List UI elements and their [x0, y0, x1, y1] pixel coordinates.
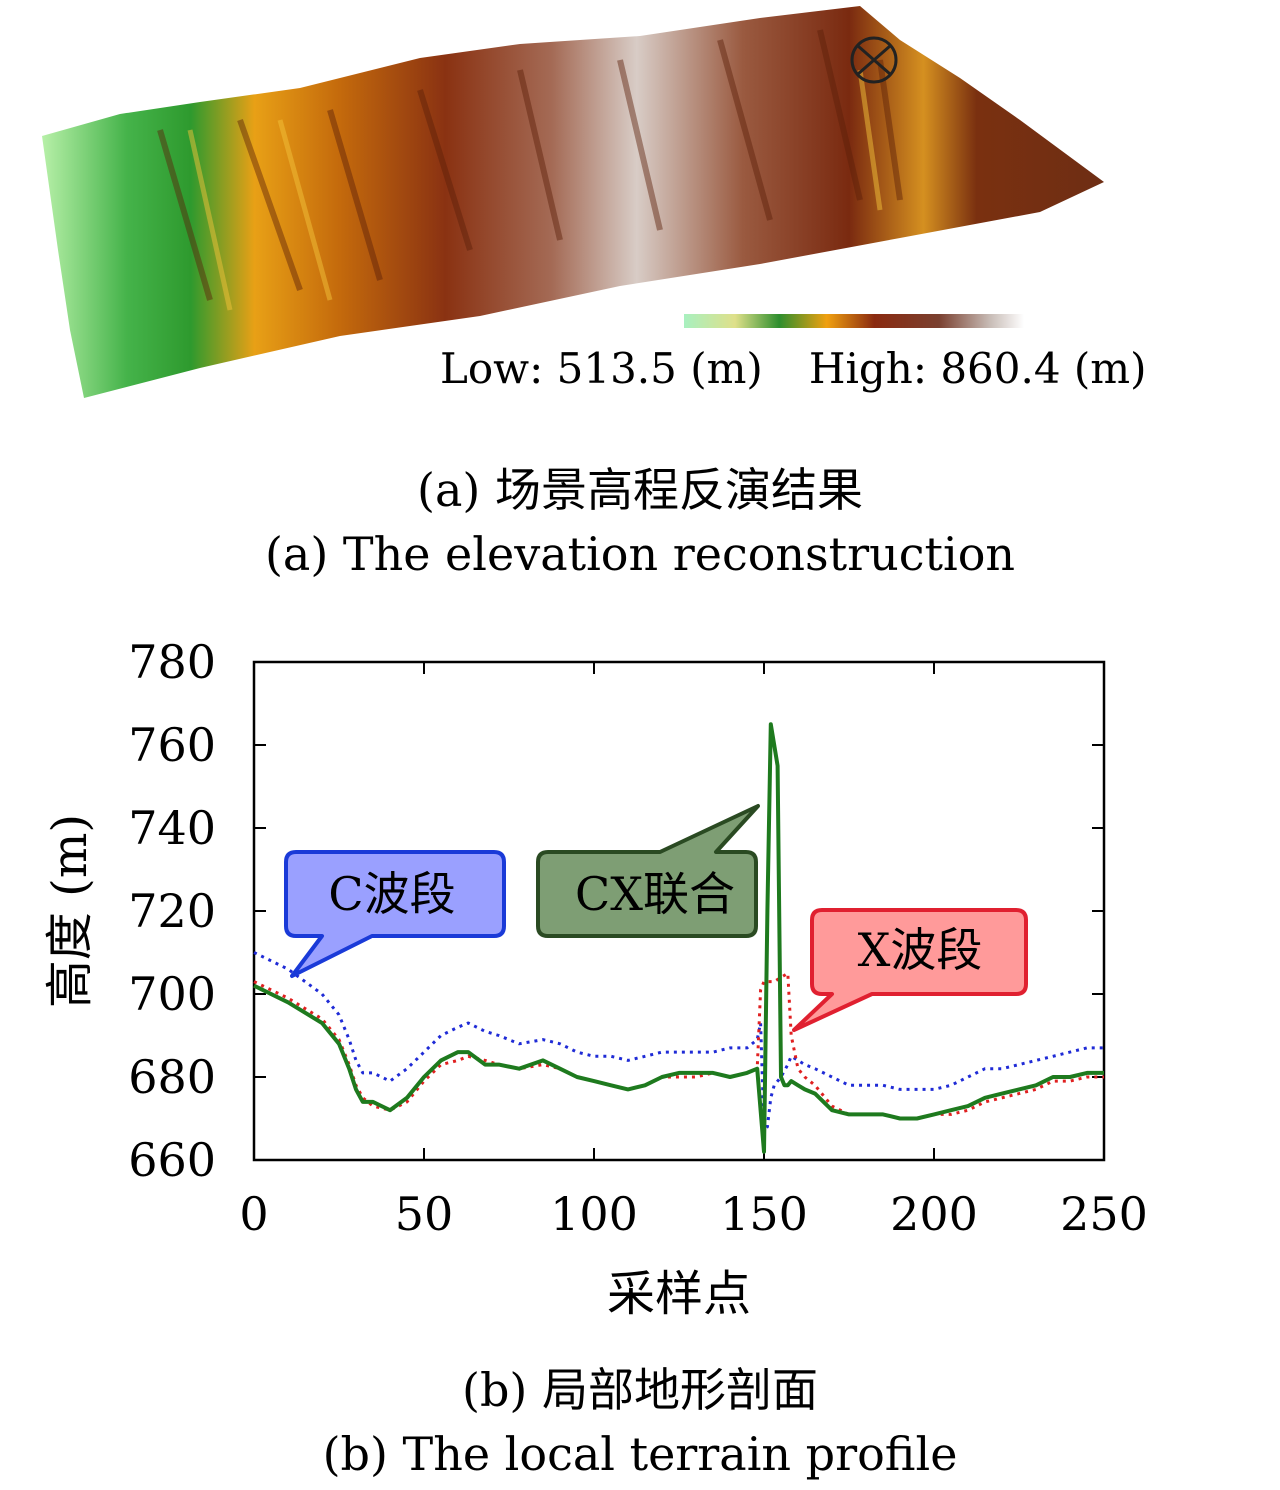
terrain-valleys — [187, 69, 883, 311]
reference-marker-icon — [850, 36, 898, 84]
x-tick-label: 50 — [395, 1187, 454, 1241]
terrain-profile-chart: 0 50 100 150 200 250 660 680 700 720 740 760 780 采样点 高… — [42, 635, 1148, 1322]
callout-x-band-shape — [792, 908, 1028, 1032]
x-tick-label: 0 — [239, 1187, 268, 1241]
terrain-elevation-image — [42, 6, 1104, 398]
x-tick-label: 150 — [720, 1187, 808, 1241]
series-line-cx-joint — [253, 722, 1104, 1154]
x-tick-label: 250 — [1060, 1187, 1148, 1241]
terrain-surface — [42, 6, 1104, 398]
caption-b-cn: (b) 局部地形剖面 — [462, 1363, 818, 1417]
y-tick-label: 740 — [128, 801, 216, 855]
callout-c-band-shape — [284, 850, 506, 978]
y-axis-label: 高度 (m) — [42, 814, 98, 1008]
y-tick-label: 700 — [128, 967, 216, 1021]
callout-c-band-label: C波段 — [328, 867, 455, 921]
caption-a-cn: (a) 场景高程反演结果 — [417, 463, 863, 517]
y-tick-label: 680 — [128, 1050, 216, 1104]
y-tick-label: 720 — [128, 884, 216, 938]
callout-x-band-label: X波段 — [858, 923, 983, 977]
callout-cx-joint-label: CX联合 — [575, 867, 735, 921]
terrain-ridges — [157, 29, 903, 301]
x-tick-label: 100 — [550, 1187, 638, 1241]
callout-cx-joint-shape — [536, 804, 760, 938]
colorbar-low-label: Low: 513.5 (m) — [440, 344, 763, 393]
series-line-c-band — [253, 951, 1104, 1133]
colorbar-high-label: High: 860.4 (m) — [808, 344, 1147, 393]
colorbar-labels: Low: 513.5 (m) High: 860.4 (m) — [440, 344, 1147, 393]
caption-a-en: (a) The elevation reconstruction — [264, 527, 1016, 581]
y-tick-label: 760 — [128, 718, 216, 772]
y-tick-label: 660 — [128, 1133, 216, 1187]
y-tick-label: 780 — [128, 635, 216, 689]
x-axis-label: 采样点 — [607, 1266, 751, 1322]
colorbar — [684, 314, 1024, 328]
x-tick-label: 200 — [890, 1187, 978, 1241]
caption-b-en: (b) The local terrain profile — [322, 1427, 958, 1481]
